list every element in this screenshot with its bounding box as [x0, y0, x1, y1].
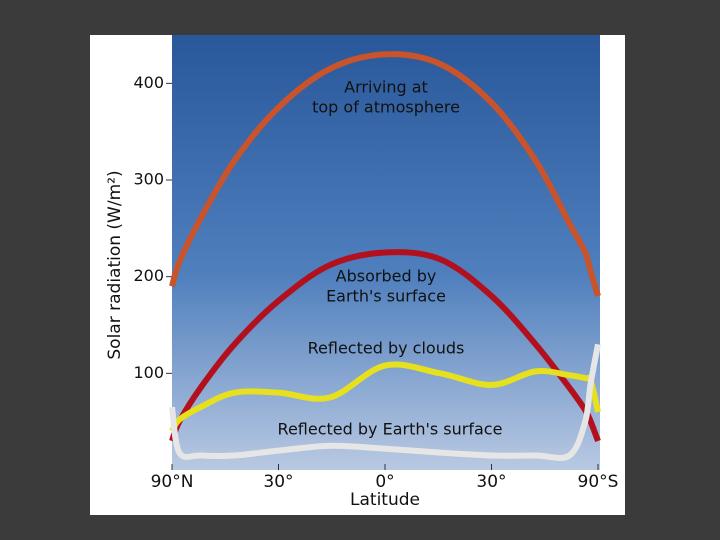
series-line: [169, 249, 601, 443]
y-tick-label: 300: [133, 170, 164, 189]
x-tick-label: 30°: [263, 472, 293, 492]
x-tick-label: 90°S: [578, 472, 619, 492]
y-axis-label: Solar radiation (W/m²): [105, 170, 125, 359]
y-tick-label: 400: [133, 73, 164, 92]
y-tick-label: 200: [133, 266, 164, 285]
series-line: [169, 361, 601, 433]
x-axis-label: Latitude: [350, 490, 420, 510]
series-label: Reflected by Earth's surface: [278, 420, 503, 439]
series-line: [169, 51, 601, 297]
x-tick-label: 30°: [476, 472, 506, 492]
series-label: Arriving at: [344, 78, 428, 97]
series-label: Earth's surface: [326, 287, 446, 306]
series-line: [169, 343, 601, 461]
x-tick-label: 0°: [375, 472, 394, 492]
series-label: top of atmosphere: [312, 98, 460, 117]
y-tick-label: 100: [133, 363, 164, 382]
x-tick-label: 90°N: [151, 472, 194, 492]
series-label: Reflected by clouds: [308, 339, 465, 358]
series-label: Absorbed by: [336, 267, 437, 286]
